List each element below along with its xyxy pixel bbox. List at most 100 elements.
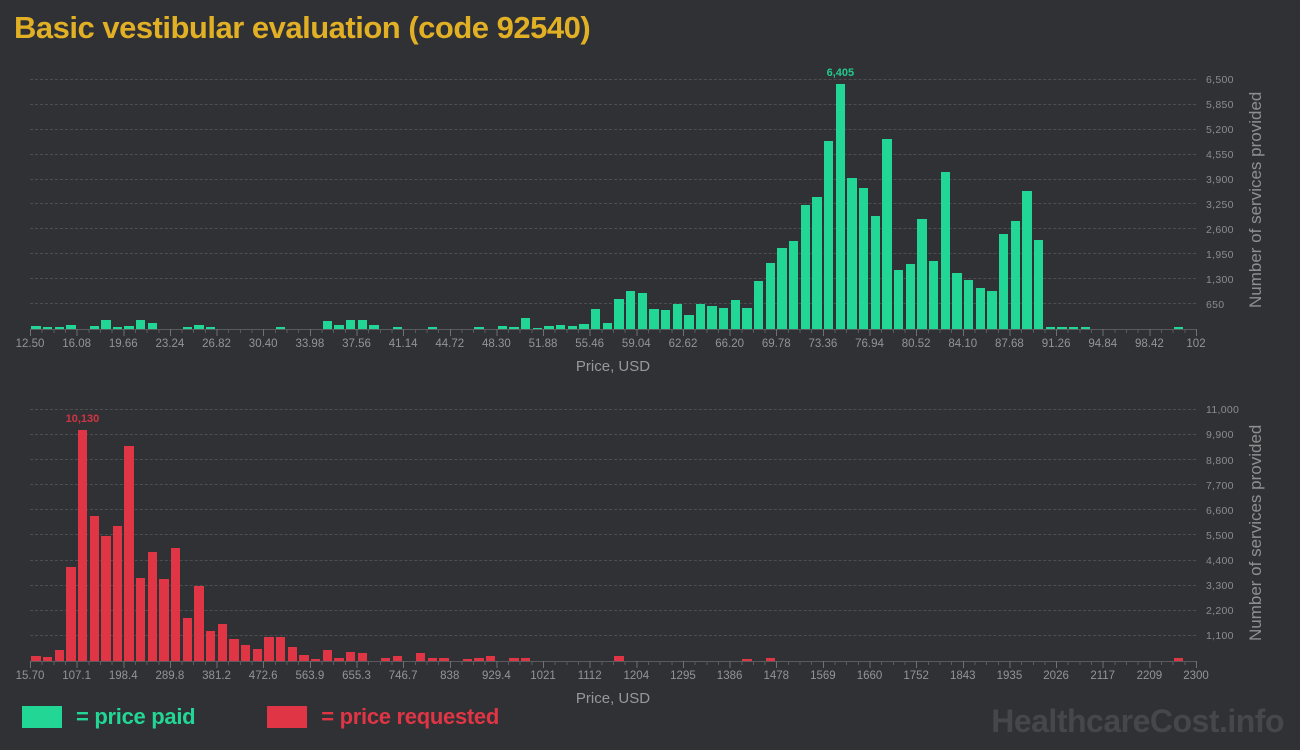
bar[interactable] [684, 315, 694, 329]
bar[interactable] [1173, 658, 1184, 661]
bar[interactable] [112, 327, 123, 329]
bar[interactable] [637, 293, 647, 329]
bar[interactable] [835, 83, 846, 329]
bar[interactable] [998, 233, 1009, 329]
bar[interactable] [206, 327, 216, 329]
bar[interactable] [719, 308, 729, 329]
bar[interactable] [1010, 220, 1020, 329]
bar[interactable] [520, 657, 531, 661]
bar[interactable] [742, 308, 752, 329]
bar[interactable] [544, 326, 554, 329]
bar[interactable] [520, 318, 531, 329]
bar[interactable] [194, 585, 204, 661]
bar[interactable] [276, 637, 286, 661]
bar[interactable] [555, 324, 566, 329]
bar[interactable] [392, 655, 403, 661]
bar[interactable] [824, 140, 834, 329]
bar[interactable] [346, 319, 356, 329]
bar[interactable] [334, 325, 344, 329]
bar[interactable] [882, 138, 892, 329]
bar[interactable] [509, 327, 519, 329]
bar[interactable] [77, 429, 88, 661]
bar[interactable] [381, 657, 391, 661]
bar[interactable] [1068, 327, 1079, 329]
bar[interactable] [672, 304, 682, 329]
bar[interactable] [357, 320, 368, 329]
bar[interactable] [847, 178, 857, 329]
bar[interactable] [614, 299, 624, 329]
bar[interactable] [765, 658, 776, 661]
bar[interactable] [112, 526, 123, 661]
bar[interactable] [124, 325, 134, 329]
bar[interactable] [31, 325, 41, 329]
bar[interactable] [392, 326, 403, 329]
bar[interactable] [485, 655, 496, 661]
bar[interactable] [264, 636, 274, 661]
bar[interactable] [964, 279, 974, 329]
bar[interactable] [182, 326, 193, 329]
bar[interactable] [917, 219, 927, 329]
bar[interactable] [415, 652, 426, 661]
bar[interactable] [707, 305, 717, 329]
bar[interactable] [614, 655, 624, 661]
bar[interactable] [975, 287, 986, 329]
bar[interactable] [439, 658, 449, 661]
bar[interactable] [602, 322, 612, 329]
bar[interactable] [89, 325, 99, 329]
bar[interactable] [579, 323, 589, 329]
bar[interactable] [929, 260, 939, 329]
bar[interactable] [532, 327, 542, 329]
bar[interactable] [695, 304, 706, 329]
bar[interactable] [182, 618, 193, 661]
bar[interactable] [1057, 327, 1067, 329]
bar[interactable] [1045, 327, 1055, 329]
bar[interactable] [474, 327, 484, 329]
bar[interactable] [730, 300, 741, 329]
bar[interactable] [1173, 327, 1184, 329]
bar[interactable] [42, 657, 53, 661]
bar[interactable] [509, 657, 519, 661]
bar[interactable] [859, 187, 869, 329]
bar[interactable] [800, 204, 811, 329]
bar[interactable] [101, 535, 111, 661]
bar[interactable] [299, 654, 309, 661]
bar[interactable] [54, 649, 64, 661]
bar[interactable] [474, 658, 484, 661]
bar[interactable] [625, 290, 636, 329]
bar[interactable] [940, 172, 951, 329]
bar[interactable] [497, 325, 507, 329]
bar[interactable] [742, 659, 752, 661]
bar[interactable] [136, 578, 146, 661]
bar[interactable] [369, 325, 379, 329]
bar[interactable] [241, 645, 251, 661]
bar[interactable] [229, 638, 239, 661]
bar[interactable] [427, 657, 437, 661]
bar[interactable] [346, 652, 356, 661]
bar[interactable] [357, 652, 368, 661]
bar[interactable] [206, 630, 216, 661]
bar[interactable] [54, 327, 64, 329]
bar[interactable] [567, 326, 577, 329]
bar[interactable] [171, 548, 181, 661]
bar[interactable] [462, 659, 472, 661]
bar[interactable] [1080, 327, 1090, 329]
bar[interactable] [590, 308, 601, 329]
bar[interactable] [101, 319, 111, 329]
bar[interactable] [905, 264, 916, 329]
bar[interactable] [159, 578, 169, 661]
bar[interactable] [287, 647, 298, 661]
bar[interactable] [147, 551, 158, 661]
bar[interactable] [894, 270, 904, 329]
bar[interactable] [660, 309, 671, 329]
bar[interactable] [1022, 190, 1032, 329]
bar[interactable] [427, 327, 437, 329]
bar[interactable] [31, 655, 41, 661]
bar[interactable] [649, 308, 659, 329]
bar[interactable] [276, 326, 286, 329]
bar[interactable] [147, 323, 158, 329]
bar[interactable] [334, 657, 344, 661]
bar[interactable] [252, 648, 263, 661]
bar[interactable] [124, 445, 134, 661]
bar[interactable] [812, 197, 822, 329]
bar[interactable] [987, 290, 997, 329]
